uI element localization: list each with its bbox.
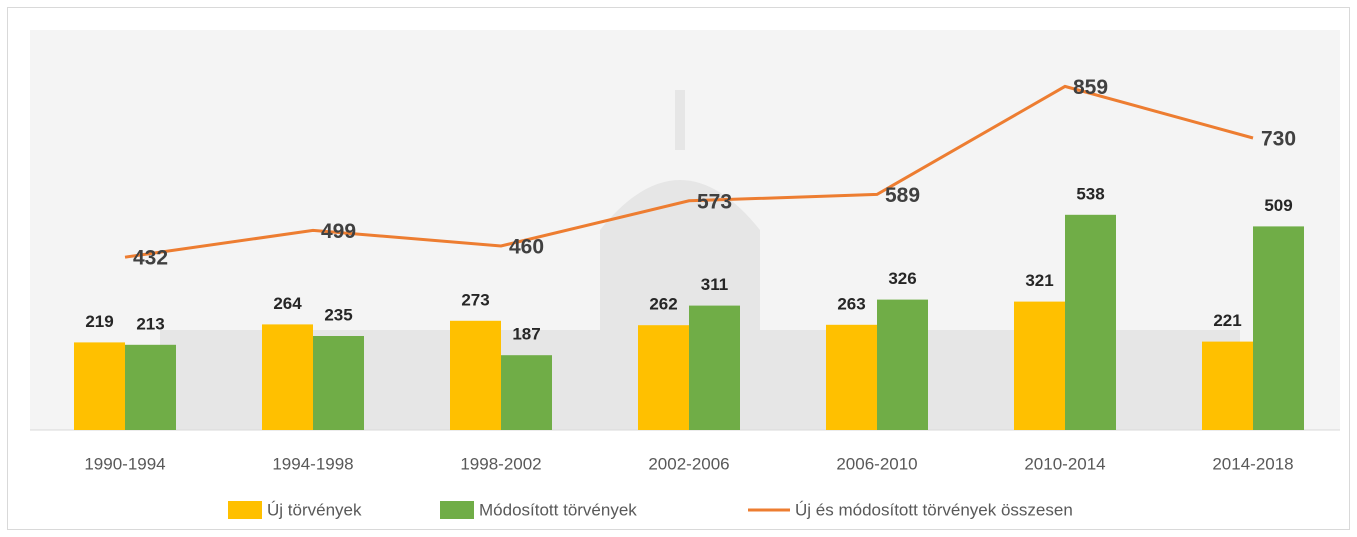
bar xyxy=(689,306,740,430)
x-tick-label: 2002-2006 xyxy=(648,454,729,473)
line-label: 730 xyxy=(1261,128,1296,151)
legend-swatch xyxy=(228,501,262,519)
bar-label: 262 xyxy=(649,295,677,314)
bar-label: 213 xyxy=(136,314,164,333)
bar-label: 509 xyxy=(1264,196,1292,215)
legend-swatch xyxy=(440,501,474,519)
x-tick-label: 2006-2010 xyxy=(836,454,917,473)
bar xyxy=(1202,342,1253,430)
bar xyxy=(262,324,313,430)
bar-label: 321 xyxy=(1025,271,1053,290)
bar-label: 273 xyxy=(461,290,489,309)
x-tick-label: 1994-1998 xyxy=(272,454,353,473)
bar-label: 264 xyxy=(273,294,302,313)
x-tick-label: 1998-2002 xyxy=(460,454,541,473)
line-label: 499 xyxy=(321,220,356,243)
bar xyxy=(125,345,176,430)
bar-label: 326 xyxy=(888,269,916,288)
x-tick-label: 1990-1994 xyxy=(84,454,165,473)
bar xyxy=(877,300,928,430)
bar xyxy=(1014,302,1065,430)
line-label: 573 xyxy=(697,190,732,213)
bar xyxy=(638,325,689,430)
bar-label: 187 xyxy=(512,325,540,344)
bar-label: 235 xyxy=(324,305,352,324)
bar xyxy=(1253,226,1304,430)
bar-label: 311 xyxy=(701,275,728,294)
chart: 1990-1994 1994-1998 1998-2002 2002-2006 2006… xyxy=(0,0,1357,537)
bar xyxy=(74,342,125,430)
line-label: 460 xyxy=(509,236,544,259)
x-tick-label: 2014-2018 xyxy=(1212,454,1293,473)
bar-label: 221 xyxy=(1213,311,1241,330)
bar xyxy=(501,355,552,430)
line-label: 859 xyxy=(1073,76,1108,99)
bar xyxy=(450,321,501,430)
bar xyxy=(1065,215,1116,430)
page: {"chart_data": {"type": "bar", "categori… xyxy=(0,0,1357,537)
bar-label: 538 xyxy=(1076,184,1104,203)
line-label: 432 xyxy=(133,247,168,270)
legend-label: Új törvények xyxy=(267,500,362,519)
x-tick-label: 2010-2014 xyxy=(1024,454,1105,473)
legend-label: Új és módosított törvények összesen xyxy=(795,500,1073,519)
line-label: 589 xyxy=(885,184,920,207)
bar xyxy=(313,336,364,430)
bar xyxy=(826,325,877,430)
legend-label: Módosított törvények xyxy=(479,500,637,519)
bar-label: 263 xyxy=(837,294,865,313)
bar-label: 219 xyxy=(85,312,113,331)
